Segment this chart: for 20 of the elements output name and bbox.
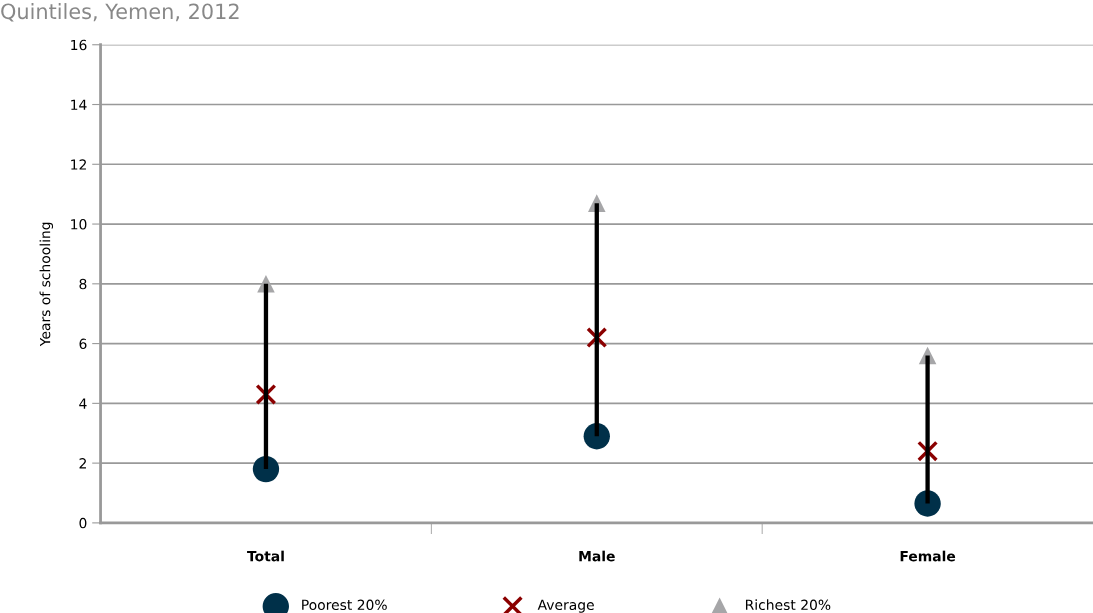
y-tick-label: 6 <box>79 338 87 350</box>
y-tick-label: 2 <box>79 458 86 469</box>
bar <box>925 355 930 504</box>
y-tick-label: 12 <box>71 159 86 170</box>
chart-title: Quintiles, Yemen, 2012 <box>1 3 239 22</box>
legend-label: Average <box>537 599 594 613</box>
y-tick-label: 14 <box>71 99 87 110</box>
y-tick-label: 4 <box>79 398 87 409</box>
y-tick-label: 16 <box>71 39 87 51</box>
x-tick-label: Female <box>900 550 956 562</box>
legend-label: Poorest 20% <box>302 599 387 611</box>
x-tick-label: Total <box>247 550 284 562</box>
y-tick-label: 8 <box>79 278 87 290</box>
bar <box>263 283 269 470</box>
legend-label: Richest 20% <box>745 599 831 611</box>
x-tick-label: Male <box>579 550 615 562</box>
bar <box>594 203 599 437</box>
y-tick-label: 10 <box>71 219 87 230</box>
y-tick-label: 0 <box>79 517 87 529</box>
y-axis-title: Years of schooling <box>39 222 54 347</box>
